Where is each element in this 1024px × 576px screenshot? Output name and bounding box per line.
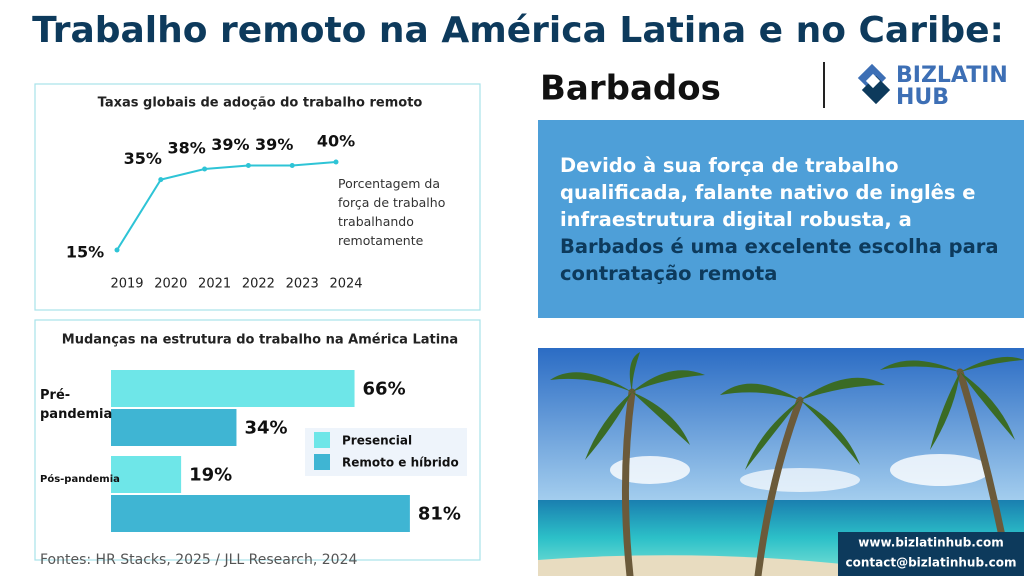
x-tick-label: 2019 bbox=[110, 277, 143, 292]
panel-text: Devido à sua força de trabalho qualifica… bbox=[560, 152, 1000, 287]
value-label: 81% bbox=[418, 504, 461, 525]
legend-box bbox=[305, 428, 467, 476]
x-tick-label: 2023 bbox=[286, 277, 319, 292]
value-label: 15% bbox=[66, 243, 104, 262]
point bbox=[289, 163, 295, 169]
beach-photo bbox=[538, 348, 1024, 576]
email: contact@bizlatinhub.com bbox=[846, 556, 1017, 570]
category-label: Pré-pandemia bbox=[40, 388, 113, 422]
panel-text: Devido à sua força de trabalho qualifica… bbox=[560, 154, 976, 231]
point bbox=[158, 177, 164, 183]
bar bbox=[111, 456, 182, 493]
line bbox=[116, 161, 337, 251]
value-label: 40% bbox=[317, 132, 355, 151]
logo-icon bbox=[857, 63, 891, 105]
contact-box bbox=[838, 532, 1024, 576]
value-label: 35% bbox=[124, 149, 162, 168]
legend-label: Remoto e híbrido bbox=[342, 456, 459, 470]
point bbox=[245, 163, 251, 169]
legend-swatch bbox=[314, 454, 330, 470]
value-label: 38% bbox=[167, 139, 205, 158]
bar bbox=[111, 370, 355, 407]
value-label: 39% bbox=[211, 135, 249, 154]
value-label: 19% bbox=[189, 465, 232, 486]
panel-highlight: Barbados é uma excelente escolha para co… bbox=[560, 235, 999, 285]
bar bbox=[111, 495, 410, 532]
category-label: Pós-pandemia bbox=[40, 474, 120, 485]
chart-title: Taxas globais de adoção do trabalho remo… bbox=[98, 96, 423, 111]
legend-swatch bbox=[314, 432, 330, 448]
brand: BIZLATIN bbox=[896, 63, 1008, 88]
chart-frame bbox=[34, 83, 481, 311]
website: www.bizlatinhub.com bbox=[858, 536, 1003, 550]
legend-label: Presencial bbox=[342, 434, 412, 448]
point bbox=[333, 159, 339, 165]
point bbox=[202, 166, 208, 172]
sources: Fontes: HR Stacks, 2025 / JLL Research, … bbox=[40, 552, 357, 568]
chart-frame bbox=[34, 319, 481, 561]
bar bbox=[111, 409, 237, 446]
chart-title: Mudanças na estrutura do trabalho na Amé… bbox=[62, 333, 458, 348]
value-label: 66% bbox=[363, 379, 406, 400]
brand: HUB bbox=[896, 85, 949, 110]
annotation: Porcentagem da força de trabalho trabalh… bbox=[338, 176, 446, 248]
page-title: Trabalho remoto na América Latina e no C… bbox=[32, 10, 1004, 51]
x-tick-label: 2024 bbox=[329, 277, 362, 292]
x-tick-label: 2022 bbox=[242, 277, 275, 292]
country: Barbados bbox=[540, 69, 721, 109]
value-label: 34% bbox=[244, 418, 287, 439]
x-tick-label: 2021 bbox=[198, 277, 231, 292]
info-panel bbox=[538, 120, 1024, 318]
value-label: 39% bbox=[255, 135, 293, 154]
x-tick-label: 2020 bbox=[154, 277, 187, 292]
point bbox=[114, 247, 120, 253]
